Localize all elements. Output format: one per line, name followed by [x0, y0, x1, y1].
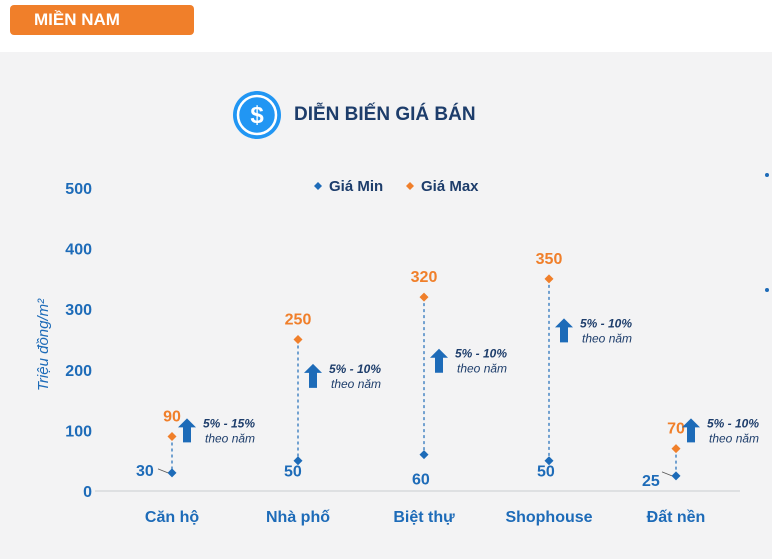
- max-point: [167, 431, 177, 441]
- max-value-label: 70: [667, 421, 685, 438]
- y-tick-label: 100: [65, 423, 92, 440]
- growth-period-label: theo năm: [205, 431, 255, 445]
- max-value-label: 350: [536, 251, 563, 268]
- legend-marker-min: [314, 182, 322, 190]
- growth-rate-label: 5% - 10%: [580, 316, 632, 330]
- max-point: [671, 444, 681, 454]
- category-label: Biệt thự: [393, 509, 455, 526]
- side-bullet: [765, 173, 769, 177]
- min-point: [167, 468, 177, 478]
- svg-text:$: $: [250, 102, 264, 129]
- max-value-label: 320: [411, 269, 438, 286]
- min-value-label: 60: [412, 472, 430, 489]
- legend-label-min: Giá Min: [329, 178, 383, 195]
- category-label: Đất nền: [647, 509, 706, 526]
- category-label: Shophouse: [505, 509, 592, 526]
- y-tick-label: 0: [83, 484, 92, 501]
- growth-rate-label: 5% - 10%: [455, 347, 507, 361]
- min-point: [419, 450, 429, 460]
- growth-period-label: theo năm: [331, 377, 381, 391]
- growth-arrow-icon: [178, 418, 196, 443]
- min-point: [293, 456, 303, 466]
- chart-panel: [0, 52, 772, 559]
- max-point: [419, 292, 429, 302]
- min-point: [544, 456, 554, 466]
- min-value-label: 50: [537, 464, 555, 481]
- min-leader-line: [661, 471, 673, 477]
- chart-header: $ DIỄN BIẾN GIÁ BÁN: [232, 90, 476, 140]
- y-tick-label: 300: [65, 302, 92, 319]
- growth-rate-label: 5% - 10%: [329, 362, 381, 376]
- category-label: Nhà phố: [266, 509, 330, 526]
- y-tick-label: 200: [65, 363, 92, 380]
- min-value-label: 25: [642, 473, 660, 490]
- growth-arrow-icon: [555, 318, 573, 343]
- side-bullet: [765, 288, 769, 292]
- region-badge: MIỀN NAM: [10, 5, 194, 35]
- growth-period-label: theo năm: [582, 331, 632, 345]
- growth-arrow-icon: [304, 363, 322, 388]
- growth-arrow-icon: [682, 418, 700, 443]
- max-value-label: 90: [163, 408, 181, 425]
- chart-title: DIỄN BIẾN GIÁ BÁN: [294, 104, 476, 125]
- growth-arrow-icon: [430, 348, 448, 373]
- growth-period-label: theo năm: [709, 431, 759, 445]
- legend-label-max: Giá Max: [421, 178, 479, 195]
- legend-marker-max: [406, 182, 414, 190]
- min-leader-line: [157, 468, 169, 474]
- category-label: Căn hộ: [145, 509, 199, 526]
- max-value-label: 250: [285, 312, 312, 329]
- growth-rate-label: 5% - 10%: [707, 416, 759, 430]
- y-tick-label: 500: [65, 181, 92, 198]
- min-value-label: 50: [284, 464, 302, 481]
- y-tick-label: 400: [65, 242, 92, 259]
- max-point: [544, 274, 554, 284]
- min-value-label: 30: [136, 463, 154, 480]
- growth-period-label: theo năm: [457, 362, 507, 376]
- y-axis-label: Triệu đồng/m²: [35, 298, 52, 391]
- min-point: [671, 471, 681, 481]
- max-point: [293, 335, 303, 344]
- dollar-icon: $: [233, 91, 281, 139]
- growth-rate-label: 5% - 15%: [203, 416, 255, 430]
